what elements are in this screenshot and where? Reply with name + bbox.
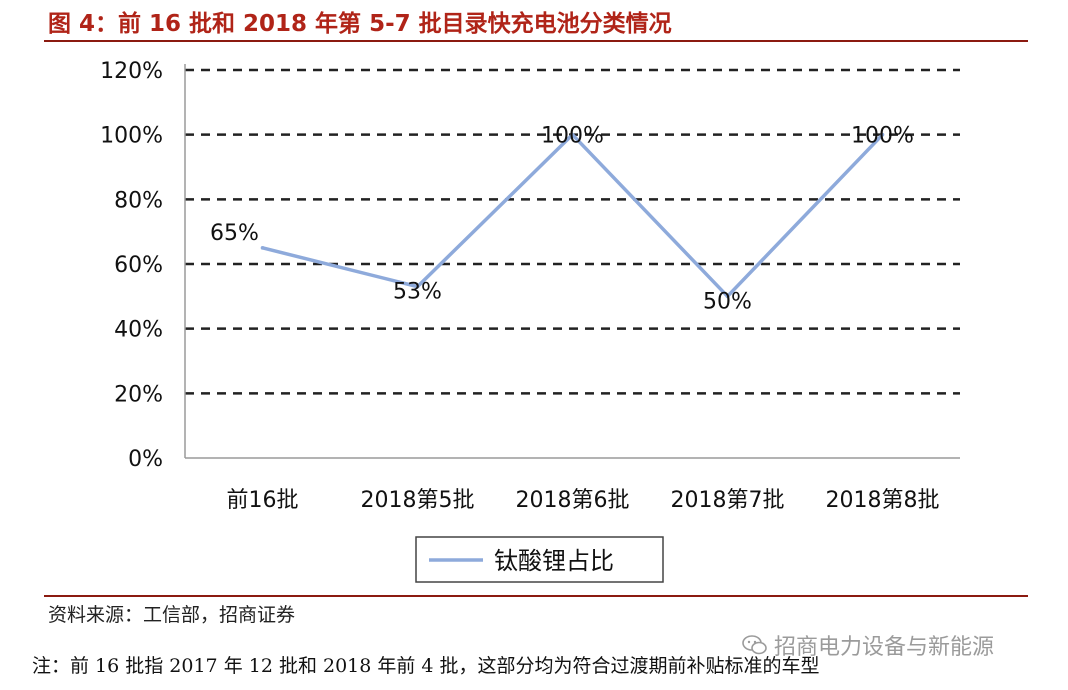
y-tick-label: 120% [100, 59, 163, 84]
data-label: 53% [393, 280, 442, 305]
y-tick-label: 80% [114, 188, 163, 213]
data-point [880, 132, 885, 137]
data-label: 100% [541, 124, 604, 149]
y-tick-label: 20% [114, 382, 163, 407]
data-point [725, 294, 730, 299]
data-point [570, 132, 575, 137]
data-label: 100% [851, 124, 914, 149]
data-point [260, 246, 265, 250]
source-note: 资料来源：工信部，招商证券 [48, 604, 296, 626]
y-tick-label: 40% [114, 318, 163, 343]
x-tick-label: 2018第8批 [826, 488, 940, 513]
source-rule [44, 595, 1028, 597]
x-tick-label: 2018第7批 [671, 488, 785, 513]
x-tick-label: 前16批 [227, 488, 299, 513]
watermark-text: 招商电力设备与新能源 [774, 635, 995, 660]
title-rule [44, 40, 1028, 42]
watermark: 招商电力设备与新能源 [742, 629, 994, 661]
legend-box [415, 536, 664, 583]
series-line [262, 132, 884, 299]
figure-title: 图 4：前 16 批和 2018 年第 5-7 批目录快充电池分类情况 [48, 11, 672, 37]
y-tick-label: 60% [114, 253, 163, 278]
x-tick-label: 2018第6批 [516, 488, 630, 513]
data-point [415, 284, 420, 289]
data-label: 50% [703, 289, 752, 314]
y-tick-label: 100% [100, 124, 163, 149]
y-tick-label: 0% [128, 447, 163, 472]
wechat-icon [742, 635, 767, 655]
footnote: 注：前 16 批指 2017 年 12 批和 2018 年前 4 批，这部分均为… [32, 655, 820, 677]
legend-label: 钛酸锂占比 [494, 547, 614, 575]
x-tick-label: 2018第5批 [361, 488, 475, 513]
line-chart: 0% 20% 40% 60% 80% 100% 120% 前16批 2018第5批 2018第6批… [100, 59, 960, 583]
data-label: 65% [210, 221, 259, 246]
